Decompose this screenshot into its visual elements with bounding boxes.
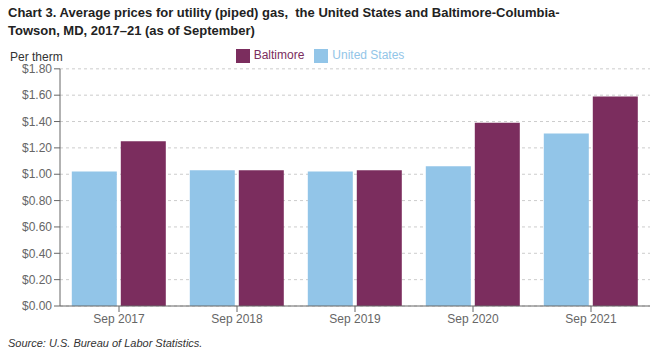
svg-text:$1.00: $1.00 — [22, 167, 52, 181]
html-text:Baltimore: Baltimore — [253, 48, 305, 62]
svg-text:$0.60: $0.60 — [22, 220, 52, 234]
svg-text:$0.20: $0.20 — [22, 273, 52, 287]
svg-text:$0.80: $0.80 — [22, 194, 52, 208]
svg-text:Sep 2019: Sep 2019 — [329, 312, 381, 326]
html-text:Source: U.S. Bureau of Labor S: Source: U.S. Bureau of Labor Statistics. — [8, 337, 203, 349]
svg-text:$0.40: $0.40 — [22, 247, 52, 261]
html-text:Towson, MD, 2017–21 (as of Sep: Towson, MD, 2017–21 (as of September) — [8, 23, 255, 38]
svg-text:$1.40: $1.40 — [22, 115, 52, 129]
html-text:United States: United States — [332, 48, 405, 62]
html-text:Chart 3. Average prices for ut: Chart 3. Average prices for utility (pip… — [8, 5, 560, 20]
svg-text:Sep 2017: Sep 2017 — [93, 312, 145, 326]
svg-text:Sep 2018: Sep 2018 — [211, 312, 263, 326]
svg-text:$1.80: $1.80 — [22, 62, 52, 76]
svg-text:$0.00: $0.00 — [22, 299, 52, 313]
svg-text:$1.60: $1.60 — [22, 88, 52, 102]
html-text:Per therm: Per therm — [10, 50, 63, 64]
svg-text:Sep 2020: Sep 2020 — [447, 312, 499, 326]
svg-text:$1.20: $1.20 — [22, 141, 52, 155]
svg-text:Sep 2021: Sep 2021 — [565, 312, 617, 326]
